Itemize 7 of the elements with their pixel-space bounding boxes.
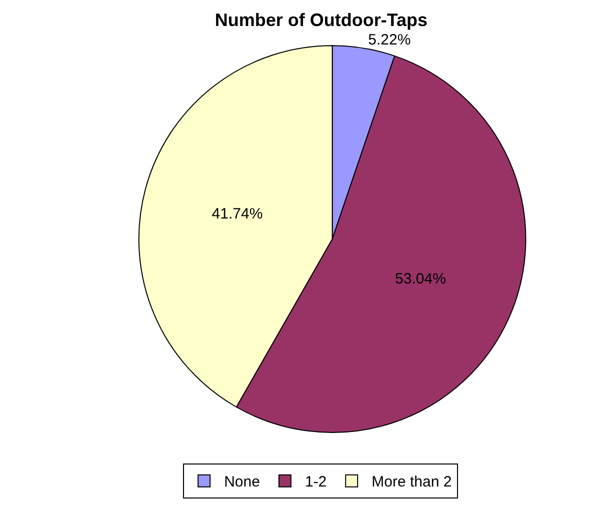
chart-title: Number of Outdoor-Taps — [214, 10, 428, 30]
legend-label: None — [224, 474, 260, 491]
data-label: 53.04% — [395, 270, 446, 288]
data-label: 5.22% — [368, 31, 411, 48]
legend-label: 1-2 — [304, 474, 327, 491]
legend-label: More than 2 — [372, 474, 452, 491]
data-label: 41.74% — [212, 205, 263, 222]
